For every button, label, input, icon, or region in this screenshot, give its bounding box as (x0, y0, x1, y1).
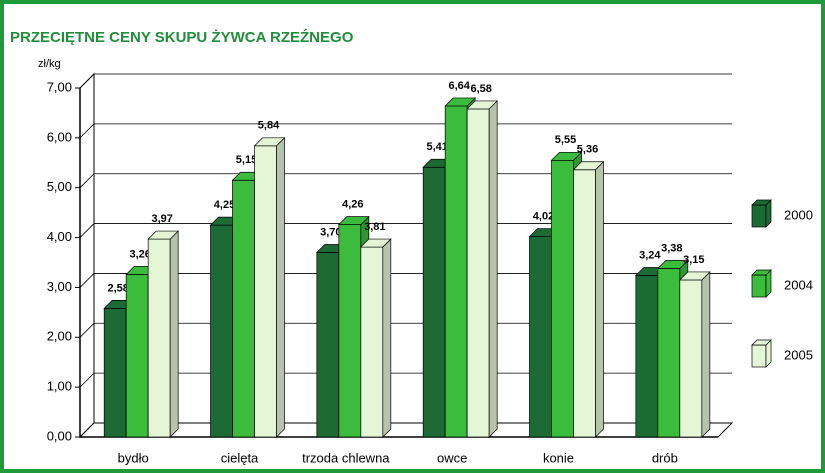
bar-side-shade (595, 161, 604, 437)
bar (103, 308, 127, 438)
grid-line (79, 73, 732, 89)
value-label: 4,02 (533, 210, 554, 222)
y-tick-label: 5,00 (47, 179, 72, 194)
bar-side-shade (170, 231, 179, 437)
value-label: 5,84 (258, 120, 280, 132)
bar (635, 275, 659, 438)
value-label: 5,41 (426, 141, 447, 153)
value-label: 4,25 (214, 199, 235, 211)
grid-line (79, 173, 732, 188)
bar-top (550, 151, 583, 161)
value-label: 5,15 (236, 154, 257, 166)
value-label: 3,24 (639, 249, 661, 261)
bar-top (678, 271, 711, 281)
bar (338, 224, 362, 438)
x-tick-label: trzoda chlewna (302, 450, 390, 465)
legend-swatch-top (751, 199, 772, 206)
y-axis-label: zł/kg (38, 58, 61, 70)
bar (466, 108, 490, 438)
bar (125, 274, 149, 438)
grid-line (79, 123, 732, 139)
bar (444, 105, 468, 438)
x-tick-label: bydło (118, 450, 149, 465)
bar-3d (253, 136, 286, 438)
legend-swatch-top (751, 269, 772, 276)
bar-side-shade (489, 100, 498, 437)
value-label: 3,15 (683, 254, 704, 266)
bar (422, 166, 446, 438)
bar (254, 145, 277, 438)
x-tick-label: konie (543, 450, 574, 465)
grid-line (79, 372, 732, 388)
value-label: 6,58 (470, 83, 491, 95)
x-tick-label: cielęta (221, 450, 259, 465)
y-tick-label: 6,00 (47, 129, 72, 144)
y-tick-label: 2,00 (47, 329, 72, 344)
value-label: 3,38 (661, 242, 682, 254)
bar-side-shade (276, 137, 285, 437)
legend-label: 2005 (784, 347, 813, 362)
value-label: 3,81 (364, 221, 385, 233)
bar-top (656, 260, 689, 269)
legend-swatch (751, 274, 767, 298)
bar-3d (678, 271, 711, 438)
legend-swatch (751, 204, 767, 228)
bar-top (444, 97, 477, 107)
value-label: 4,26 (342, 199, 363, 211)
value-label: 2,58 (107, 282, 128, 294)
bar (657, 268, 681, 438)
y-tick-label: 3,00 (47, 279, 72, 294)
bar-top (253, 137, 286, 147)
legend-swatch-top (751, 339, 772, 346)
value-label: 3,70 (320, 226, 341, 238)
bar (316, 252, 340, 438)
chart-title: PRZECIĘTNE CENY SKUPU ŻYWCA RZEŹNEGO (10, 29, 354, 46)
grid-line (79, 223, 732, 238)
bar-3d (359, 238, 392, 438)
bar-side-shade (701, 271, 710, 437)
bar (232, 179, 255, 438)
bar (679, 279, 703, 438)
bar (551, 159, 574, 438)
bar (147, 238, 171, 438)
grid-line (79, 422, 732, 438)
bar-top (147, 230, 180, 240)
bar-3d (147, 230, 180, 438)
legend-label: 2000 (784, 207, 813, 222)
bar (529, 236, 552, 438)
value-label: 3,97 (151, 213, 172, 225)
bar-top (337, 216, 370, 225)
value-label: 6,64 (448, 80, 470, 92)
grid-line (79, 273, 732, 288)
value-label: 5,55 (555, 134, 576, 146)
value-label: 3,26 (129, 248, 150, 260)
x-tick-label: owce (437, 450, 467, 465)
y-tick-label: 7,00 (47, 79, 72, 94)
y-tick-label: 1,00 (47, 379, 72, 394)
grid-line (79, 322, 732, 338)
bar-3d (572, 160, 605, 438)
y-tick-label: 0,00 (47, 428, 72, 443)
bar (573, 169, 596, 438)
legend-swatch (751, 344, 767, 368)
bar (360, 246, 384, 438)
bar-3d (466, 100, 499, 438)
bar-side-shade (382, 239, 391, 437)
side-wall (79, 72, 95, 439)
bar-top (466, 100, 499, 110)
value-label: 5,36 (577, 144, 598, 156)
y-tick-label: 4,00 (47, 229, 72, 244)
bar-top (359, 238, 392, 248)
x-tick-label: drób (652, 450, 678, 465)
legend-label: 2004 (784, 277, 813, 292)
bar (210, 224, 233, 438)
bar-top (572, 161, 605, 171)
